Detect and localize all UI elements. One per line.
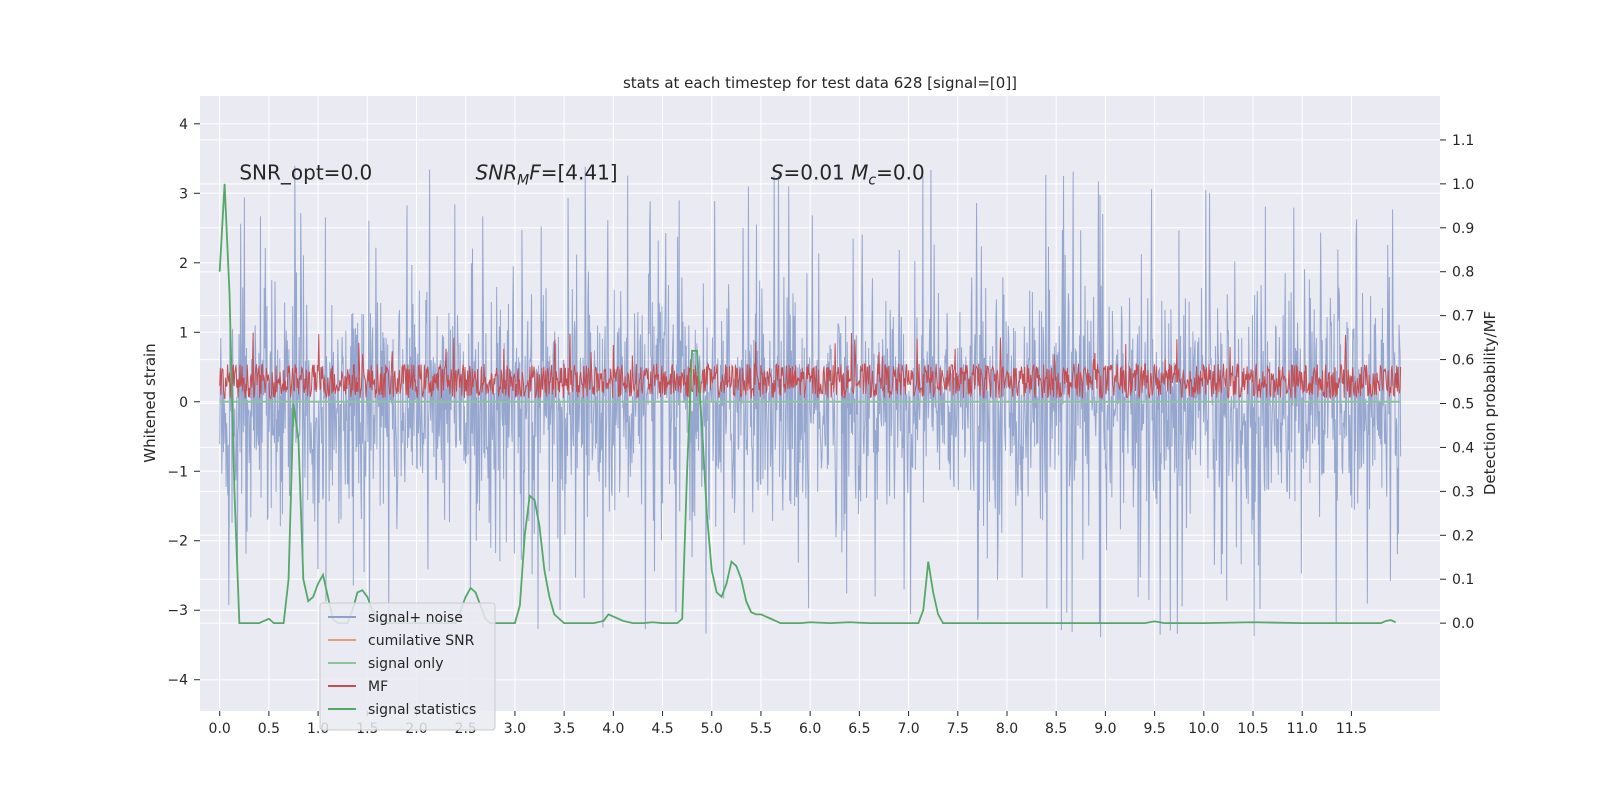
x-tick-label: 10.0 (1188, 721, 1219, 737)
x-tick-label: 4.0 (602, 721, 624, 737)
x-tick-label: 3.0 (504, 721, 526, 737)
y-axis-label-left: Whitened strain (141, 343, 159, 462)
y-right-tick-label: 0.1 (1452, 572, 1474, 588)
x-tick-label: 9.0 (1094, 721, 1116, 737)
y-right-tick-label: 0.7 (1452, 309, 1474, 325)
x-tick-label: 4.5 (651, 721, 673, 737)
ticks: 0.00.51.01.52.02.53.03.54.04.55.05.56.06… (167, 117, 1474, 737)
x-tick-label: 3.5 (553, 721, 575, 737)
y-tick-label: 0 (179, 395, 188, 411)
series-mf (219, 332, 1402, 400)
y-right-tick-label: 0.6 (1452, 353, 1474, 369)
y-right-tick-label: 1.1 (1452, 133, 1474, 149)
x-tick-label: 5.0 (701, 721, 723, 737)
annotation-0: SNR_opt=0.0 (239, 160, 372, 184)
y-tick-label: 1 (179, 325, 188, 341)
legend-label-1: cumilative SNR (368, 633, 475, 649)
annotation-2: S=0.01 Mc=0.0 (771, 160, 925, 188)
y-tick-label: −2 (167, 534, 188, 550)
x-tick-label: 11.0 (1287, 721, 1318, 737)
x-tick-label: 9.5 (1143, 721, 1165, 737)
legend-label-4: signal statistics (368, 702, 476, 718)
x-tick-label: 0.0 (209, 721, 231, 737)
x-tick-label: 8.0 (996, 721, 1018, 737)
x-tick-label: 0.5 (258, 721, 280, 737)
legend: signal+ noise cumilative SNR signal only MF… (319, 602, 496, 731)
series-signal-statistics (218, 183, 1397, 625)
legend-label-3: MF (368, 679, 388, 695)
y-right-tick-label: 0.2 (1452, 528, 1474, 544)
x-tick-label: 11.5 (1336, 721, 1367, 737)
y-right-tick-label: 0.8 (1452, 265, 1474, 281)
legend-box (319, 602, 496, 731)
y-tick-label: 2 (179, 256, 188, 272)
plot-series (218, 165, 1402, 638)
chart-title: stats at each timestep for test data 628… (623, 74, 1017, 92)
annotation-1: SNRMF=[4.41] (476, 160, 618, 188)
annotations: SNR_opt=0.0 SNRMF=[4.41] S=0.01 Mc=0.0 (239, 160, 924, 188)
x-tick-label: 7.5 (947, 721, 969, 737)
x-tick-label: 6.5 (848, 721, 870, 737)
y-right-tick-label: 0.3 (1452, 484, 1474, 500)
y-right-tick-label: 0.4 (1452, 440, 1474, 456)
y-right-tick-label: 0.5 (1452, 397, 1474, 413)
y-tick-label: −3 (167, 603, 188, 619)
y-tick-label: 4 (179, 117, 188, 133)
y-tick-label: −4 (167, 673, 188, 689)
legend-label-2: signal only (368, 656, 443, 672)
x-tick-label: 10.5 (1237, 721, 1268, 737)
y-right-tick-label: 0.0 (1452, 616, 1474, 632)
legend-label-0: signal+ noise (368, 610, 463, 626)
y-tick-label: 3 (179, 186, 188, 202)
x-tick-label: 6.0 (799, 721, 821, 737)
y-right-tick-label: 1.0 (1452, 177, 1474, 193)
y-right-tick-label: 0.9 (1452, 221, 1474, 237)
x-tick-label: 7.0 (897, 721, 919, 737)
x-tick-label: 5.5 (750, 721, 772, 737)
series-signal-noise (219, 165, 1402, 638)
y-tick-label: −1 (167, 464, 188, 480)
x-tick-label: 8.5 (1045, 721, 1067, 737)
y-axis-label-right: Detection probability/MF (1481, 311, 1499, 495)
